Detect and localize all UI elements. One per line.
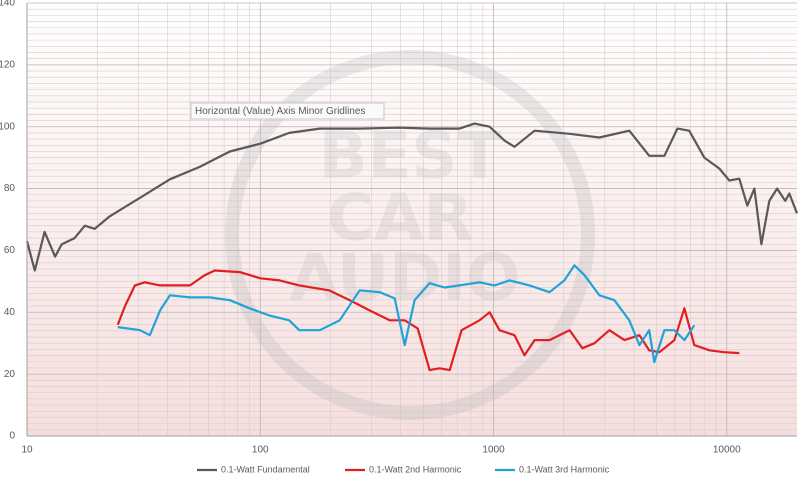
legend-label: 0.1-Watt Fundamental	[221, 464, 310, 474]
x-tick-label: 1000	[482, 445, 505, 456]
watermark: BEST CAR AUDIO	[225, 50, 595, 420]
y-tick-label: 120	[0, 59, 15, 70]
legend-label: 0.1-Watt 2nd Harmonic	[369, 464, 462, 474]
watermark-text: BEST	[319, 120, 502, 194]
y-tick-label: 20	[4, 369, 16, 380]
tooltip-box	[190, 102, 385, 120]
watermark-text: AUDIO	[290, 242, 521, 316]
x-tick-label: 100	[252, 445, 269, 456]
x-tick-label: 10000	[713, 445, 741, 456]
y-tick-label: 80	[4, 183, 16, 194]
legend-label: 0.1-Watt 3rd Harmonic	[519, 464, 610, 474]
y-tick-label: 60	[4, 245, 16, 256]
series-line	[25, 122, 799, 272]
series-line	[117, 264, 696, 364]
series-line	[116, 269, 740, 372]
grid	[26, 2, 797, 437]
series	[25, 122, 799, 372]
tooltip: Horizontal (Value) Axis Minor Gridlines	[195, 106, 365, 117]
watermark-ring	[225, 50, 595, 420]
x-tick-label: 10	[21, 445, 33, 456]
y-tick-label: 100	[0, 121, 15, 132]
y-tick-label: 40	[4, 307, 16, 318]
y-tick-label: 0	[9, 431, 15, 442]
y-tick-label: 140	[0, 0, 15, 9]
watermark-text: CAR	[327, 182, 473, 256]
